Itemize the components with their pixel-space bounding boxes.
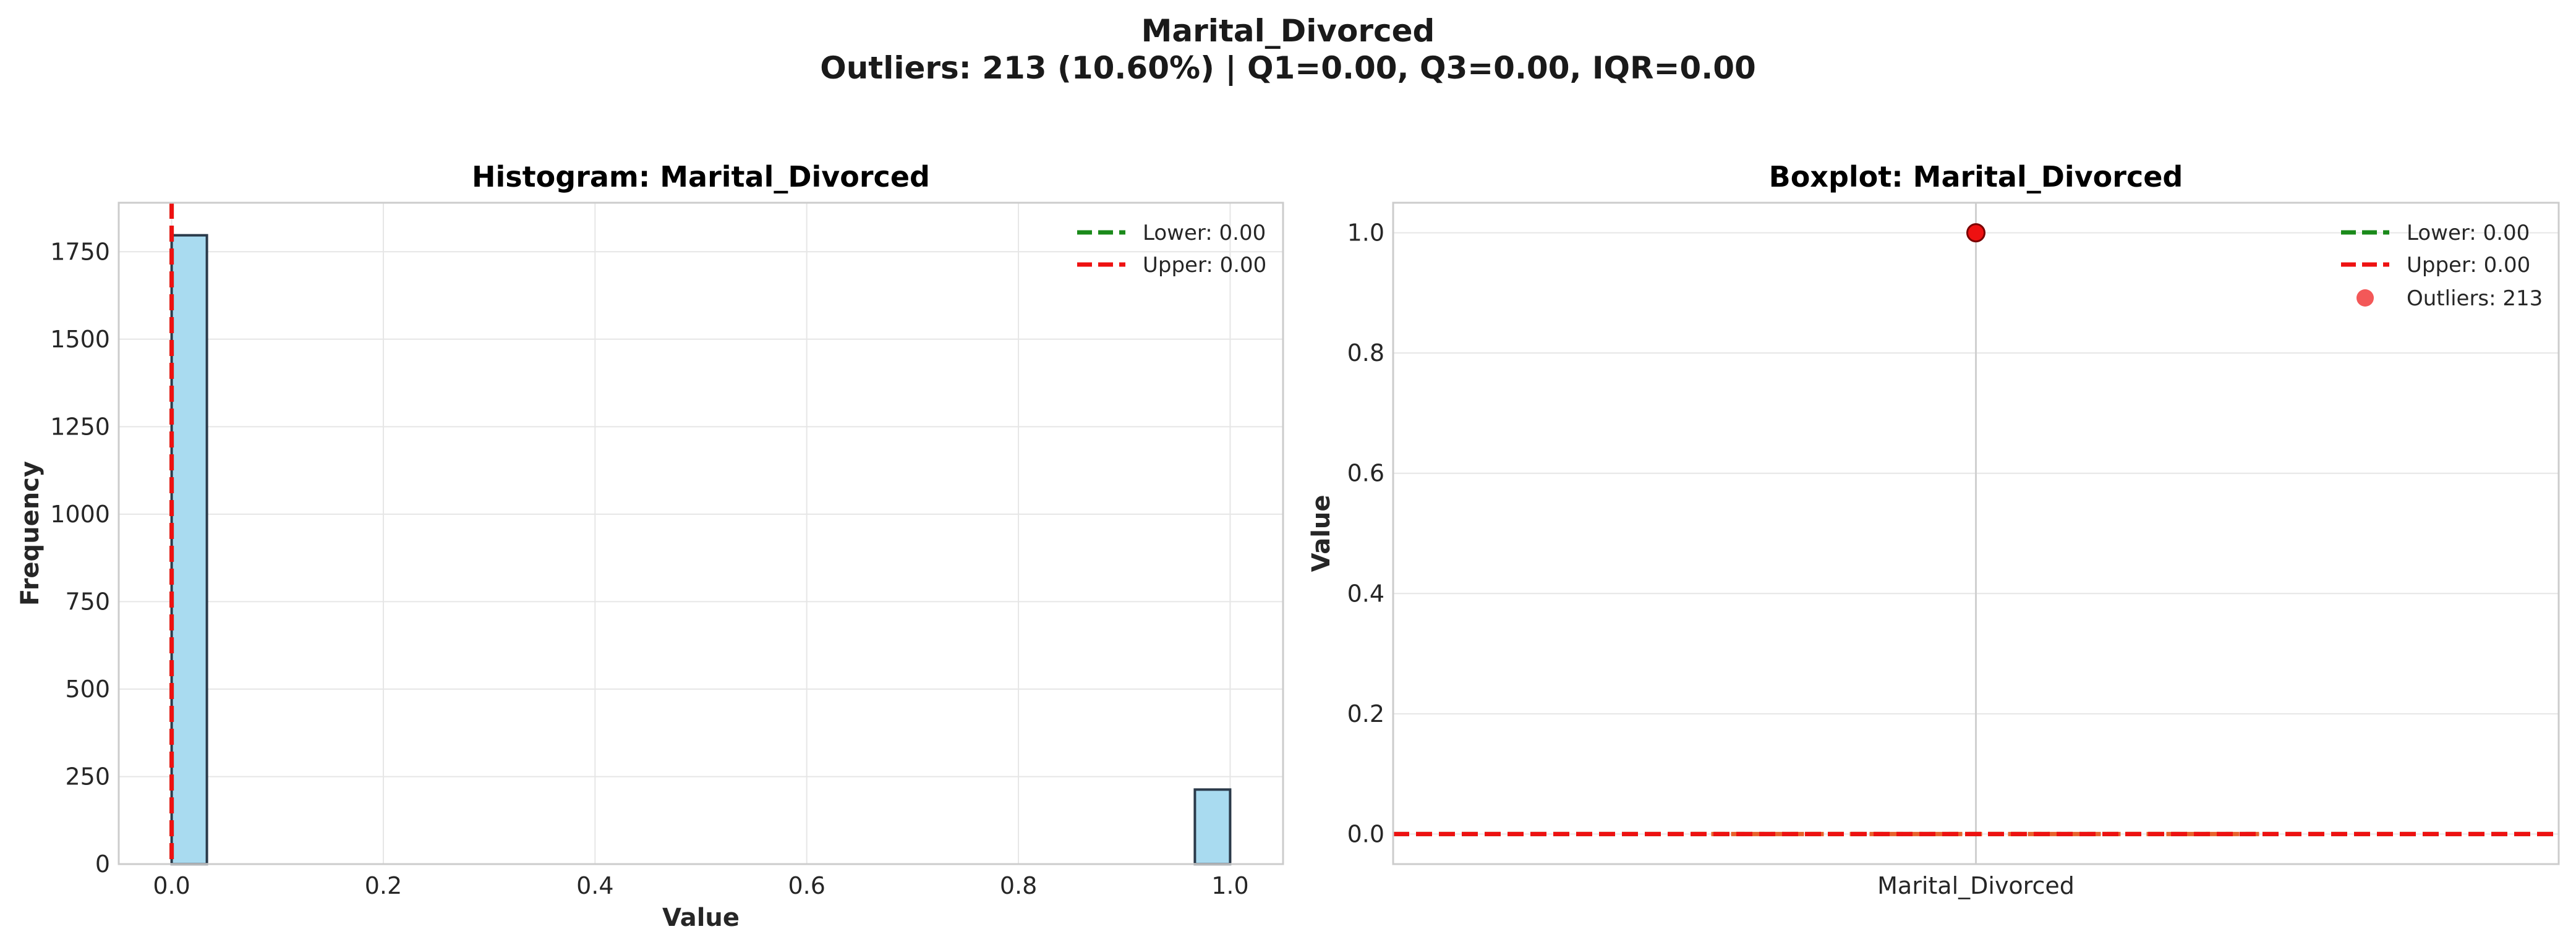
histogram-plot-area: [119, 203, 1283, 864]
boxplot-chart: 0.0 0.2 0.4 0.6 0.8 1.0 Marital_Divorced Boxplo…: [1307, 160, 2560, 899]
boxplot-y-tick-label: 0.0: [1347, 820, 1384, 847]
histogram-y-tick-label: 1250: [50, 413, 110, 440]
boxplot-x-tick-label: Marital_Divorced: [1877, 872, 2075, 899]
histogram-title: Histogram: Marital_Divorced: [472, 160, 930, 193]
boxplot-y-tick-label: 0.2: [1347, 700, 1384, 727]
boxplot-legend-label: Lower: 0.00: [2407, 221, 2530, 245]
boxplot-y-tick-label: 0.4: [1347, 580, 1384, 607]
histogram-chart: 0.0 0.2 0.4 0.6 0.8 1.0 0 250 500 750 1000 1250 1500…: [16, 160, 1284, 932]
boxplot-outlier-point: [1966, 223, 1985, 243]
histogram-y-tick-label: 0: [95, 850, 110, 878]
boxplot-legend-label: Upper: 0.00: [2407, 253, 2530, 278]
boxplot-y-tick-label: 1.0: [1347, 219, 1384, 247]
histogram-y-axis-label: Frequency: [16, 461, 45, 606]
boxplot-frame: [1392, 201, 2560, 865]
figure-subtitle: Outliers: 213 (10.60%) | Q1=0.00, Q3=0.0…: [820, 50, 1756, 86]
histogram-y-tick-label: 750: [65, 588, 110, 615]
histogram-x-axis-label: Value: [662, 904, 740, 932]
boxplot-y-tick-label: 0.6: [1347, 460, 1384, 487]
histogram-bar: [1193, 788, 1232, 866]
histogram-bar: [170, 234, 208, 865]
histogram-x-tick-label: 0.8: [1000, 872, 1037, 899]
histogram-y-tick-label: 1750: [50, 238, 110, 265]
histogram-x-tick-label: 0.4: [576, 872, 613, 899]
histogram-x-tick-label: 0.0: [153, 872, 190, 899]
boxplot-legend-outlier-swatch: [2356, 289, 2374, 307]
boxplot-y-tick-label: 0.8: [1347, 339, 1384, 367]
histogram-legend-label: Upper: 0.00: [1143, 253, 1266, 278]
histogram-y-tick-label: 500: [65, 676, 110, 703]
histogram-legend-label: Lower: 0.00: [1143, 221, 1266, 245]
histogram-x-tick-label: 1.0: [1211, 872, 1248, 899]
histogram-frame: [117, 201, 1284, 865]
figure-title: Marital_Divorced: [1141, 13, 1435, 49]
histogram-y-tick-label: 1500: [50, 326, 110, 353]
boxplot-title: Boxplot: Marital_Divorced: [1769, 160, 2183, 193]
boxplot-y-axis-label: Value: [1307, 494, 1336, 572]
histogram-y-tick-label: 250: [65, 763, 110, 790]
histogram-y-tick-label: 1000: [50, 501, 110, 528]
histogram-x-tick-label: 0.6: [788, 872, 825, 899]
boxplot-legend-outlier-label: Outliers: 213: [2407, 286, 2543, 311]
histogram-x-tick-label: 0.2: [365, 872, 402, 899]
